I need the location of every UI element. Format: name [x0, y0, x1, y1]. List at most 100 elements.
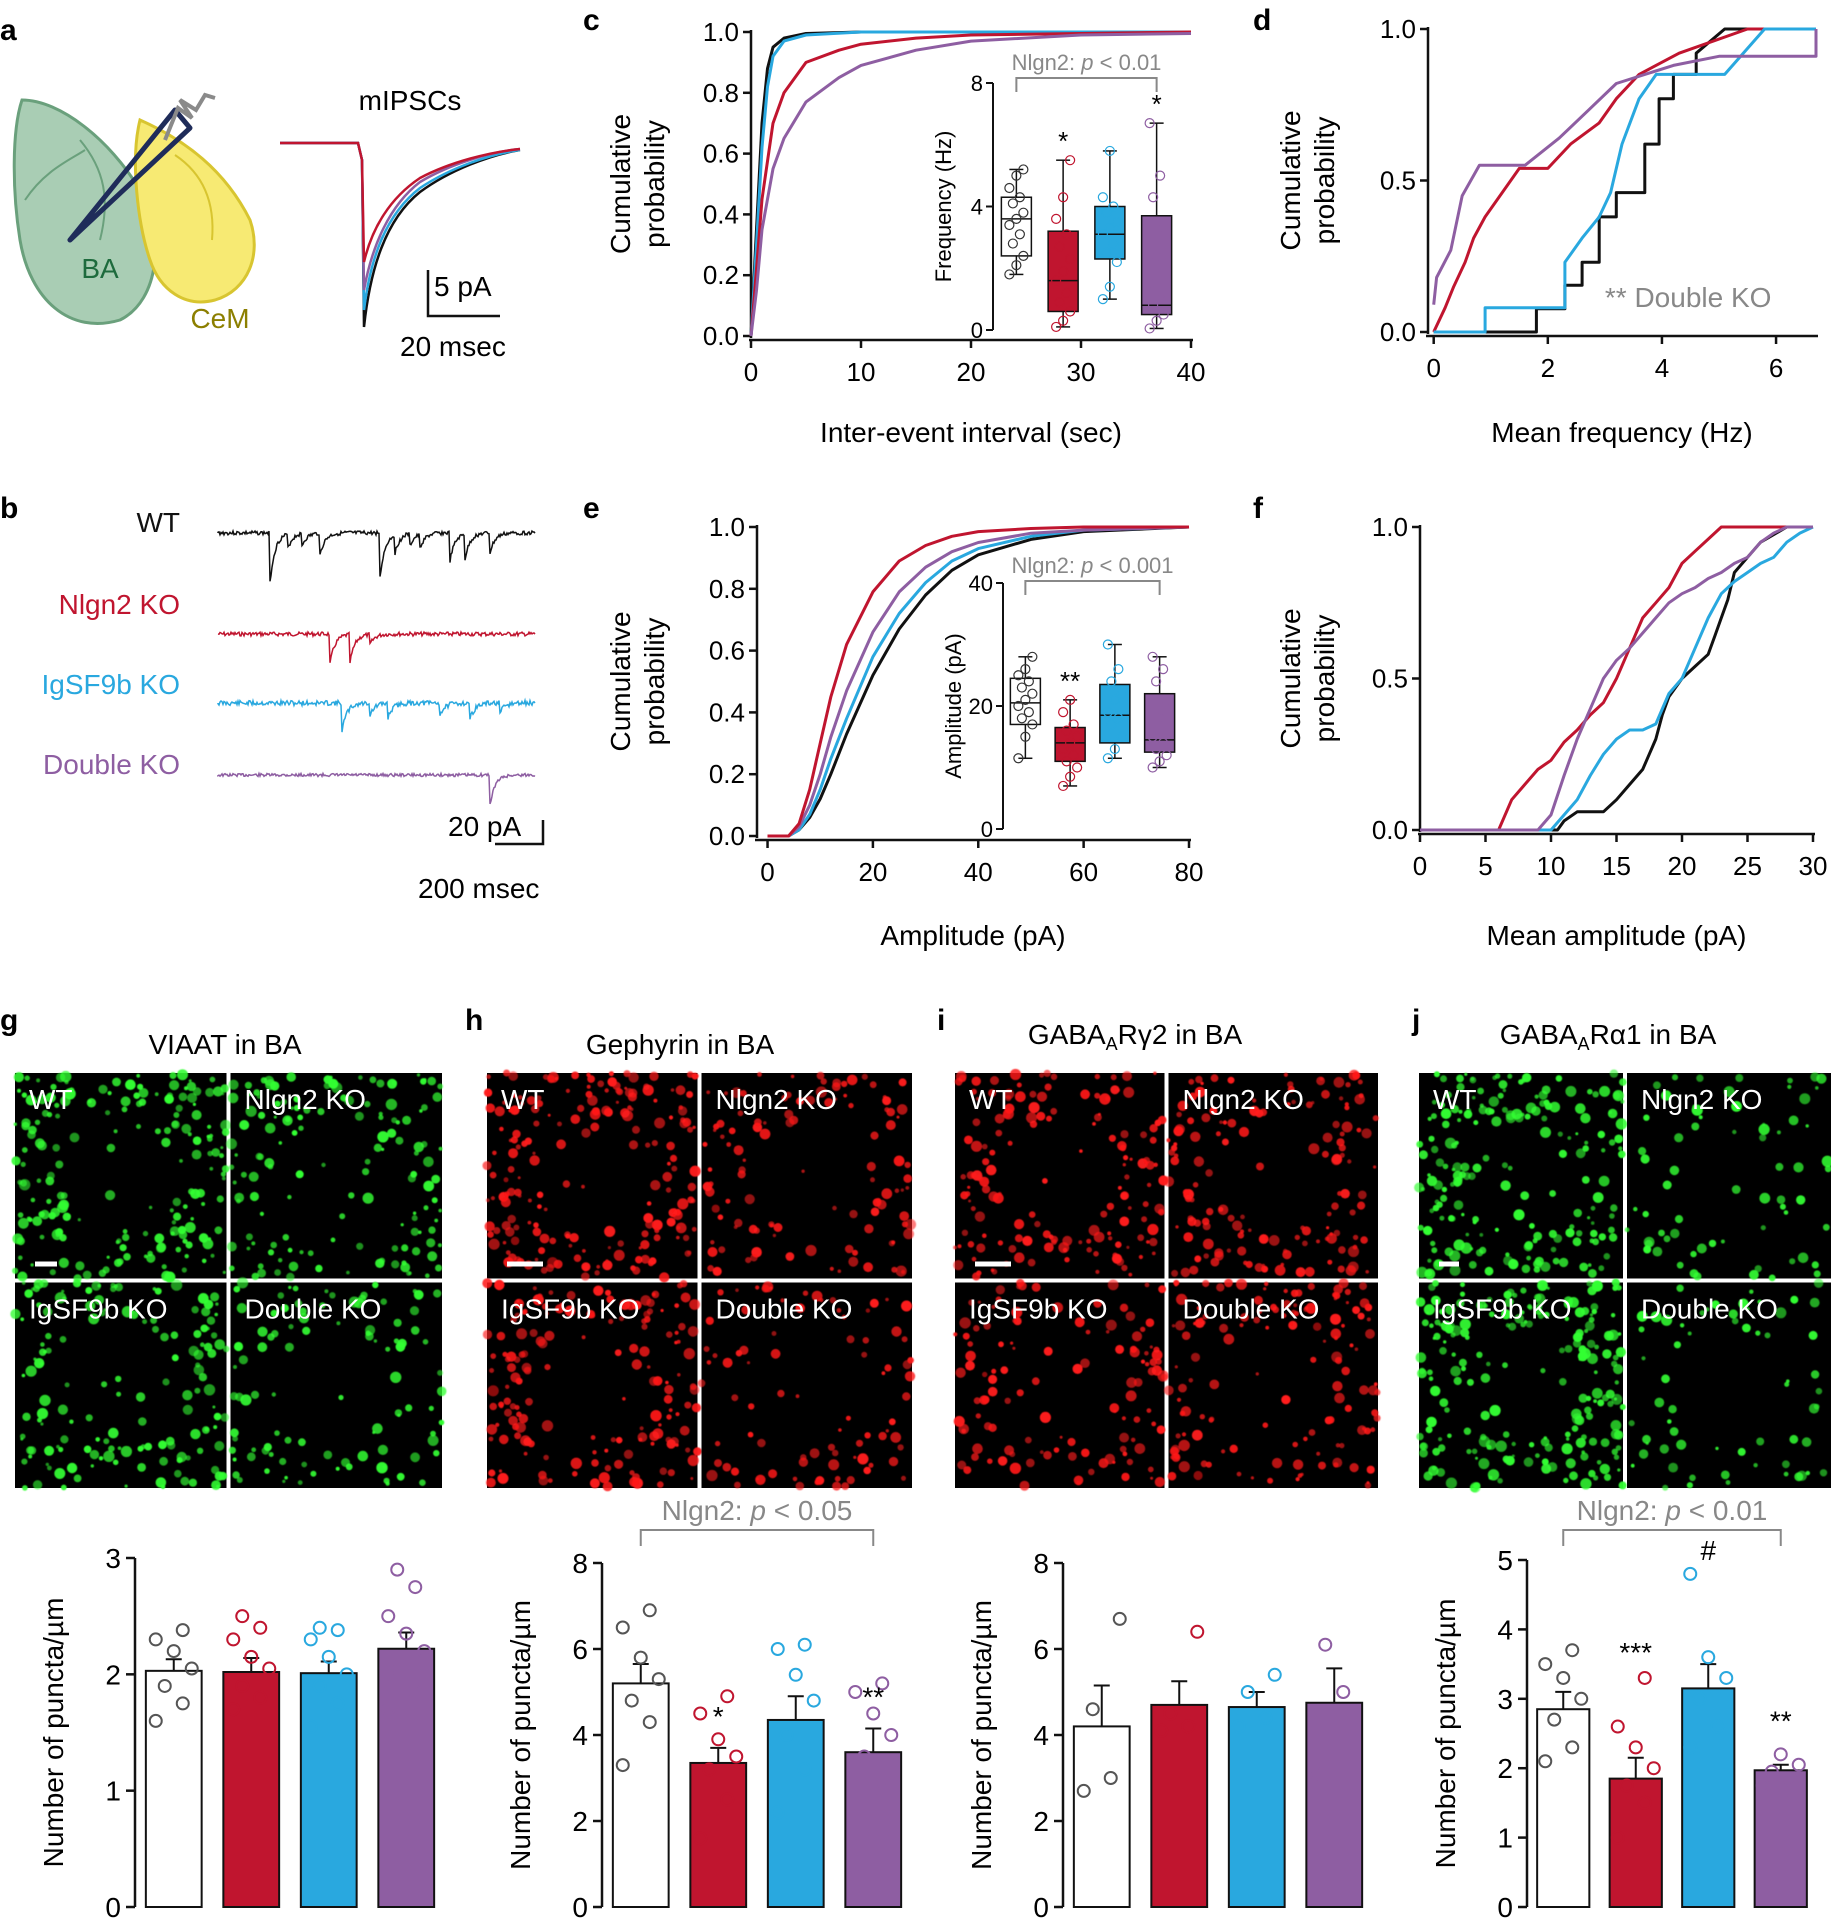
punctum: [1799, 1093, 1811, 1105]
punctum: [47, 1465, 52, 1471]
punctum: [113, 1129, 118, 1134]
punctum: [968, 1299, 975, 1306]
punctum: [1138, 1254, 1143, 1260]
punctum: [809, 1448, 820, 1459]
punctum: [1786, 1379, 1790, 1383]
punctum: [490, 1353, 497, 1359]
punctum: [653, 1234, 661, 1242]
punctum: [864, 1432, 871, 1439]
punctum: [1442, 1163, 1449, 1170]
punctum: [532, 1286, 537, 1291]
puncta-cluster: [1415, 1278, 1627, 1493]
data-point: [1710, 1719, 1725, 1734]
punctum: [36, 1302, 42, 1308]
punctum: [1528, 1442, 1535, 1448]
punctum: [106, 1255, 110, 1259]
punctum: [1480, 1433, 1487, 1441]
punctum: [1202, 1238, 1214, 1250]
data-point: [184, 1661, 199, 1676]
punctum: [233, 1341, 244, 1352]
punctum: [1419, 1442, 1428, 1451]
punctum: [646, 1365, 651, 1369]
punctum: [1423, 1304, 1435, 1316]
punctum: [1449, 1264, 1461, 1276]
inset-y-tick-label: 0: [971, 318, 983, 343]
punctum: [380, 1298, 388, 1305]
punctum: [1335, 1443, 1341, 1448]
series-line-igsf9b-ko: [749, 30, 1191, 337]
punctum: [1216, 1283, 1225, 1292]
punctum: [1086, 1238, 1092, 1244]
punctum: [410, 1227, 419, 1236]
inset-point: [1013, 700, 1024, 712]
punctum: [646, 1201, 652, 1206]
punctum: [232, 1471, 240, 1479]
punctum: [1746, 1307, 1750, 1311]
punctum: [1209, 1106, 1218, 1115]
punctum: [264, 1468, 270, 1474]
data-point: [321, 1649, 336, 1664]
puncta-cluster: [702, 1071, 917, 1277]
punctum: [1578, 1357, 1583, 1361]
punctum: [186, 1081, 197, 1092]
punctum: [1356, 1127, 1362, 1133]
punctum: [1174, 1283, 1178, 1287]
data-point: [770, 1642, 785, 1656]
inset-box-nlgn2-ko: [1047, 230, 1079, 313]
punctum: [232, 1435, 239, 1442]
punctum: [232, 1457, 237, 1462]
punctum: [745, 1257, 752, 1264]
punctum: [338, 1394, 344, 1401]
punctum: [1429, 1323, 1434, 1328]
punctum: [1025, 1458, 1035, 1468]
punctum: [1478, 1458, 1490, 1470]
punctum: [39, 1279, 49, 1288]
punctum: [508, 1071, 518, 1081]
x-tick-label: 0: [1413, 851, 1427, 881]
punctum: [1442, 1120, 1450, 1129]
punctum: [535, 1336, 546, 1347]
micrograph-wt: WT: [11, 1069, 232, 1283]
punctum: [210, 1332, 218, 1339]
punctum: [649, 1431, 660, 1442]
punctum: [302, 1326, 311, 1335]
punctum: [39, 1209, 50, 1220]
title-i-rest: Rγ2 in BA: [1118, 1019, 1243, 1050]
puncta-cluster: [1628, 1278, 1828, 1491]
punctum: [1188, 1078, 1195, 1085]
punctum: [544, 1330, 555, 1341]
inset-point: [1016, 682, 1027, 693]
inset-y-tick-label: 20: [969, 694, 993, 719]
punctum: [523, 1437, 533, 1447]
punctum: [1427, 1116, 1432, 1121]
panel-a-schematic: BA CeM: [12, 92, 256, 334]
punctum: [1757, 1299, 1762, 1305]
punctum: [499, 1126, 504, 1132]
punctum: [1129, 1345, 1138, 1353]
punctum: [36, 1078, 41, 1083]
y-tick-label: 0: [1497, 1892, 1513, 1920]
punctum: [45, 1347, 52, 1354]
punctum: [1359, 1385, 1369, 1395]
punctum: [1587, 1088, 1593, 1095]
y-axis-label-line: Cumulative: [605, 114, 636, 254]
punctum: [667, 1469, 675, 1477]
puncta-cluster: [1414, 1069, 1628, 1280]
punctum: [508, 1148, 519, 1159]
puncta-cluster: [228, 1277, 447, 1486]
punctum: [805, 1095, 815, 1106]
punctum: [1811, 1261, 1819, 1269]
punctum: [12, 1233, 24, 1245]
inset-point: [1058, 315, 1069, 326]
punctum: [1564, 1431, 1571, 1438]
bar-double-ko: [377, 1647, 436, 1908]
punctum: [675, 1222, 687, 1234]
punctum: [1357, 1190, 1367, 1200]
punctum: [668, 1208, 678, 1218]
punctum: [353, 1297, 365, 1309]
punctum: [635, 1255, 643, 1264]
series-line-double-ko: [1420, 525, 1813, 832]
punctum: [1571, 1425, 1579, 1432]
punctum: [1594, 1344, 1599, 1350]
punctum: [608, 1318, 614, 1325]
